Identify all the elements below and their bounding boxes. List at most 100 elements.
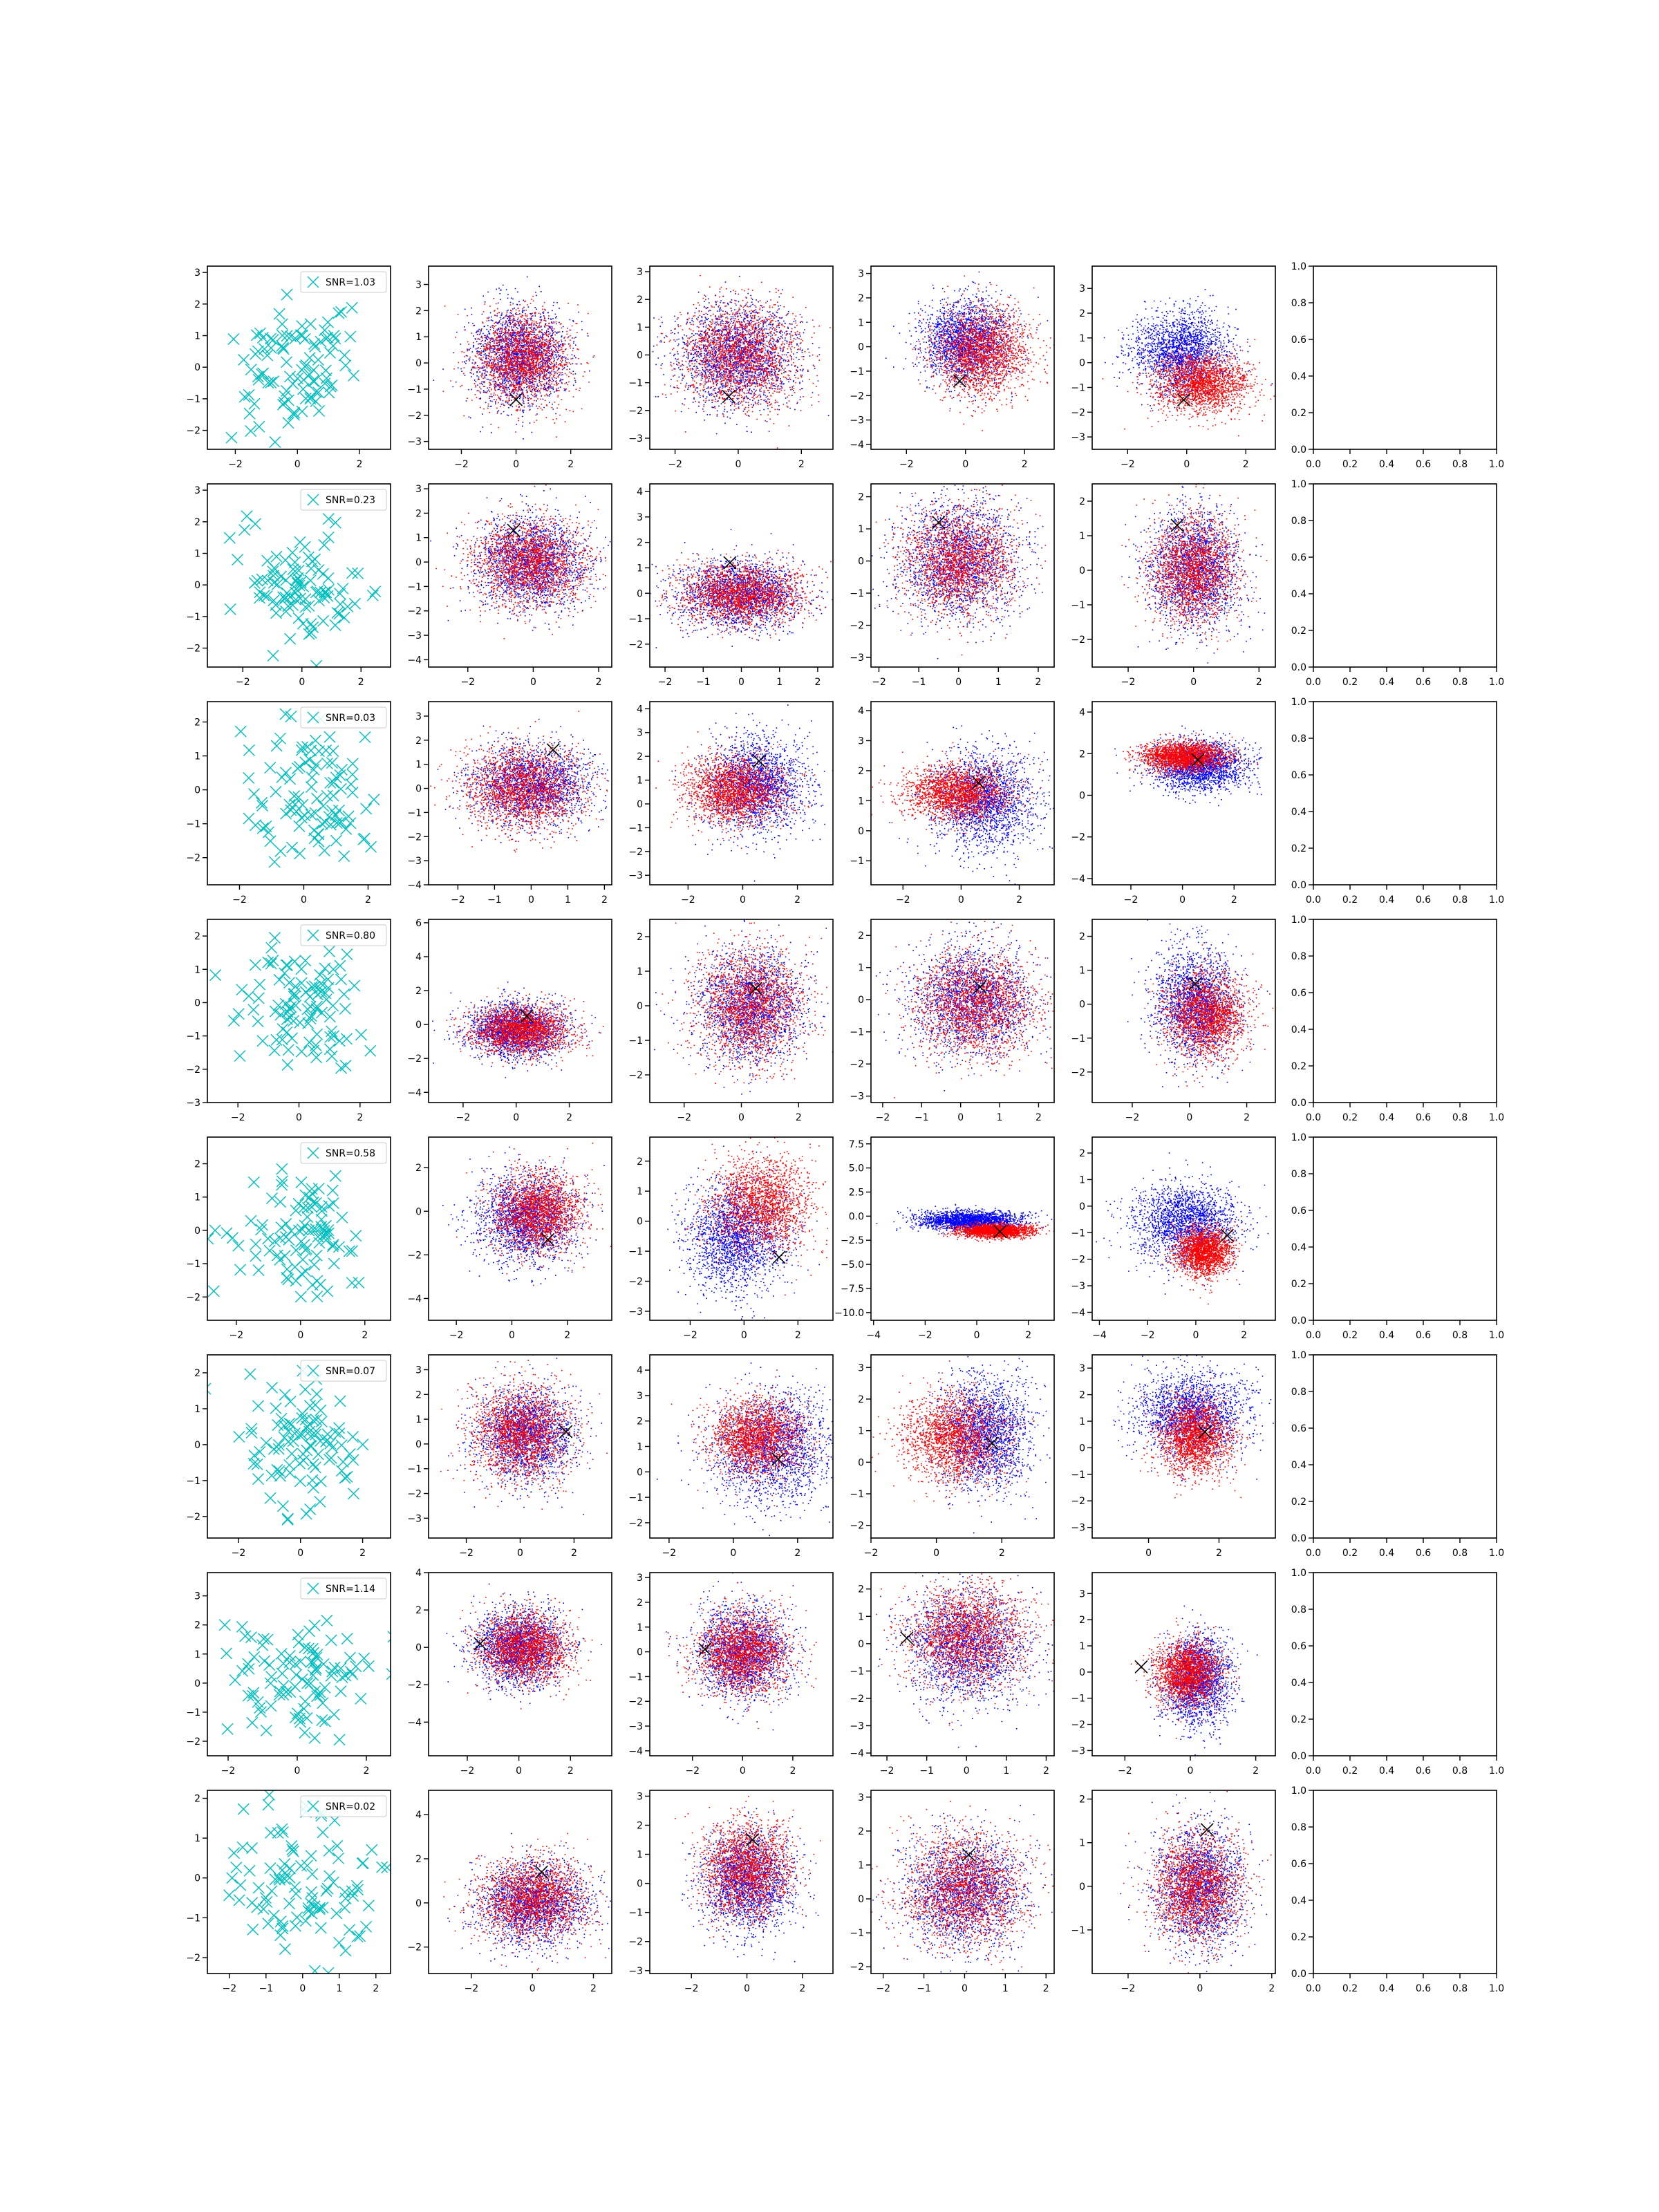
x-tick-label: 0.4 [1379,1765,1394,1777]
legend: SNR=0.02 [301,1796,386,1817]
y-tick-label: 0.0 [1291,880,1306,891]
x-tick-label: 2 [1256,677,1262,688]
x-tick-label: 2 [796,1112,802,1123]
y-tick-label: 3 [858,269,864,280]
y-tick-label: −1 [628,1035,643,1047]
x-tick-label: −1 [696,677,711,688]
x-tick-label: 1 [776,677,782,688]
y-tick-label: 0 [194,362,200,373]
y-tick-label: −2 [850,1962,864,1973]
y-tick-label: 1 [1079,333,1085,344]
x-tick-label: −2 [221,1765,236,1777]
y-tick-label: −2 [186,1512,200,1523]
y-tick-label: 0.2 [1291,626,1306,637]
y-tick-label: 1 [858,1611,864,1622]
x-tick-label: 2 [1043,1765,1049,1777]
y-tick-label: −2 [850,391,864,402]
x-tick-label: 2 [568,459,574,470]
y-tick-label: 2 [1079,496,1085,507]
x-tick-label: 0 [529,1983,536,1994]
x-tick-label: −2 [231,1112,245,1123]
y-tick-label: 1 [1079,966,1085,977]
x-tick-label: 2 [1016,894,1022,906]
y-tick-label: 1 [194,549,200,560]
legend: SNR=0.07 [301,1360,386,1381]
y-tick-label: 2 [194,1620,200,1631]
y-tick-label: 1.0 [1291,1568,1306,1579]
y-tick-label: 2 [858,930,864,941]
y-tick-label: 2 [858,1826,864,1837]
y-tick-label: −2 [628,639,643,650]
y-tick-label: −10.0 [834,1308,864,1319]
y-tick-label: 1 [637,1186,643,1197]
y-tick-label: −1 [1071,1470,1085,1481]
x-tick-label: 0.2 [1342,894,1358,906]
y-tick-label: −1 [1071,1694,1085,1705]
x-tick-label: 0.4 [1379,1330,1394,1341]
x-tick-label: 0 [1183,459,1190,470]
x-tick-label: −2 [1121,677,1136,688]
legend: SNR=0.58 [301,1143,386,1163]
y-tick-label: 1 [637,966,643,977]
y-tick-label: 0 [1079,1000,1085,1011]
y-tick-label: 2 [858,492,864,503]
y-tick-label: 3 [1079,1363,1085,1374]
y-tick-label: −1 [186,612,200,623]
y-tick-label: 0.6 [1291,335,1306,346]
y-tick-label: 3 [194,485,200,496]
y-tick-label: −1 [850,856,864,867]
x-tick-label: 0.8 [1452,677,1468,688]
y-tick-label: −2 [628,1937,643,1948]
x-tick-label: 0 [974,1330,980,1341]
x-tick-label: 2 [566,1112,572,1123]
y-tick-label: 0 [858,995,864,1006]
y-tick-label: 3 [1079,283,1085,294]
y-tick-label: 1 [194,331,200,342]
x-tick-label: 0.2 [1342,1112,1358,1123]
y-tick-label: −2 [407,1053,422,1065]
y-tick-label: 0 [415,1206,422,1217]
y-tick-label: −1 [186,1913,200,1924]
y-tick-label: −1 [628,1492,643,1503]
x-tick-label: 2 [1253,1765,1259,1777]
y-tick-label: 2 [1079,932,1085,943]
x-tick-label: 2 [568,1765,574,1777]
x-tick-label: 0 [958,894,964,906]
x-tick-label: −2 [876,1112,890,1123]
y-tick-label: 1 [858,796,864,807]
x-tick-label: 2 [1043,1983,1049,1994]
x-tick-label: 0.4 [1379,1112,1394,1123]
y-tick-label: 0.4 [1291,1678,1306,1689]
y-tick-label: −2 [1071,1720,1085,1731]
y-tick-label: 2 [194,717,200,728]
y-tick-label: 4 [637,1365,643,1376]
y-tick-label: 4 [637,487,643,498]
x-tick-label: 0.2 [1342,1765,1358,1777]
y-tick-label: 2 [415,986,422,997]
legend-label: SNR=0.80 [326,930,375,941]
x-tick-label: 1.0 [1489,1765,1504,1777]
x-tick-label: 0.0 [1306,1983,1321,1994]
x-tick-label: 2 [1035,677,1041,688]
y-tick-label: 0 [858,342,864,353]
y-tick-label: −2 [628,847,643,858]
y-tick-label: −2 [1071,1496,1085,1507]
x-tick-label: −2 [662,1548,677,1559]
x-tick-label: 2 [1241,1330,1247,1341]
x-tick-label: 1.0 [1489,1983,1504,1994]
x-tick-label: 0 [957,1112,964,1123]
y-tick-label: 2 [415,306,422,317]
x-tick-label: 0.6 [1416,1330,1431,1341]
y-tick-label: −2 [1071,635,1085,646]
y-tick-label: 2 [1079,1148,1085,1159]
x-tick-label: 0 [1197,1983,1203,1994]
legend-label: SNR=0.02 [326,1801,375,1812]
x-tick-label: 2 [373,1983,379,1994]
x-tick-label: 2 [571,1548,577,1559]
x-tick-label: 1.0 [1489,894,1504,906]
y-tick-label: 1.0 [1291,1350,1306,1361]
x-tick-label: 0 [933,1548,939,1559]
x-tick-label: 0 [1179,894,1185,906]
y-tick-label: −4 [407,1293,422,1304]
y-tick-label: −2 [407,606,422,617]
